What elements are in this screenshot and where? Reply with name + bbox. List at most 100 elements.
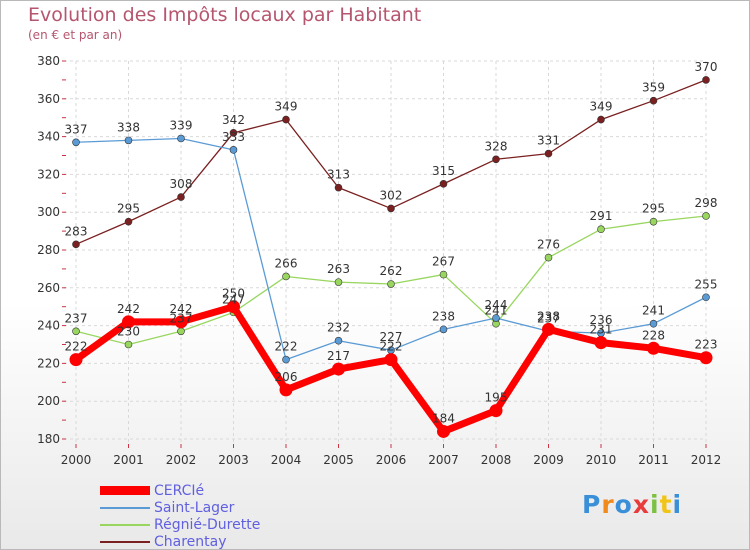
data-label: 333 xyxy=(222,130,245,144)
data-label: 230 xyxy=(117,325,140,339)
data-point xyxy=(492,314,500,322)
data-point xyxy=(439,270,448,279)
data-label: 206 xyxy=(275,370,298,384)
legend-swatch xyxy=(100,506,150,509)
legend-label: Saint-Lager xyxy=(154,499,235,516)
data-point xyxy=(702,76,710,84)
data-point xyxy=(597,115,605,124)
data-point xyxy=(122,315,135,329)
legend-item: CERCIé xyxy=(100,482,260,499)
chart-title: Evolution des Impôts locaux par Habitant xyxy=(28,4,422,26)
logo-letter: t xyxy=(659,490,673,519)
data-point xyxy=(702,212,710,220)
data-label: 315 xyxy=(432,164,455,178)
data-label: 266 xyxy=(275,256,298,270)
data-label: 222 xyxy=(380,340,403,354)
data-label: 262 xyxy=(380,264,403,278)
x-tick-label: 2011 xyxy=(638,453,669,467)
data-label: 231 xyxy=(590,323,613,337)
data-label: 217 xyxy=(327,349,350,363)
data-label: 244 xyxy=(485,298,508,312)
data-label: 342 xyxy=(222,113,245,127)
legend-swatch xyxy=(100,523,150,526)
data-label: 302 xyxy=(380,188,403,202)
data-label: 263 xyxy=(327,262,350,276)
logo-letter: r xyxy=(601,490,615,519)
legend-swatch xyxy=(100,540,150,543)
data-point xyxy=(649,217,658,226)
data-point xyxy=(702,293,710,302)
data-point xyxy=(647,341,660,355)
data-point xyxy=(124,217,133,226)
data-label: 228 xyxy=(642,328,665,342)
data-label: 242 xyxy=(117,302,140,316)
data-label: 241 xyxy=(642,304,665,318)
x-tick-label: 2002 xyxy=(166,453,197,467)
data-label: 283 xyxy=(65,224,88,238)
data-label: 237 xyxy=(170,311,193,325)
y-tick-label: 220 xyxy=(37,356,60,370)
legend-label: Régnié-Durette xyxy=(154,516,261,533)
x-tick-label: 2005 xyxy=(323,453,354,467)
data-label: 349 xyxy=(275,100,298,114)
data-point xyxy=(489,404,503,418)
y-tick-label: 380 xyxy=(37,54,60,68)
x-tick-label: 2010 xyxy=(586,453,617,467)
data-point xyxy=(544,253,553,262)
data-point xyxy=(72,138,80,147)
x-tick-label: 2006 xyxy=(376,453,407,467)
data-point xyxy=(229,129,238,137)
legend-item: Régnié-Durette xyxy=(100,516,260,533)
data-label: 222 xyxy=(65,340,88,354)
data-label: 241 xyxy=(485,304,508,318)
data-point xyxy=(492,155,500,164)
data-label: 237 xyxy=(537,311,560,325)
data-point xyxy=(174,315,188,329)
data-point xyxy=(544,149,553,158)
data-label: 298 xyxy=(695,196,718,210)
data-point xyxy=(332,362,345,376)
data-label: 232 xyxy=(327,321,350,335)
data-point xyxy=(177,134,185,143)
logo-letter: x xyxy=(632,490,650,519)
data-label: 222 xyxy=(275,340,298,354)
data-label: 313 xyxy=(327,168,350,182)
data-point xyxy=(279,383,293,397)
logo-letter: i xyxy=(650,490,660,519)
data-point xyxy=(177,327,185,336)
data-point xyxy=(227,300,240,314)
logo-letter: o xyxy=(614,490,633,519)
legend-label: Charentay xyxy=(154,533,227,550)
data-label: 337 xyxy=(65,122,88,136)
data-point xyxy=(177,193,185,201)
y-tick-label: 200 xyxy=(37,394,60,408)
y-tick-label: 300 xyxy=(37,205,60,219)
y-tick-label: 260 xyxy=(37,281,60,295)
data-label: 349 xyxy=(590,100,613,114)
legend-label: CERCIé xyxy=(154,482,205,499)
y-tick-label: 240 xyxy=(37,319,60,333)
data-point xyxy=(124,340,133,349)
data-point xyxy=(649,319,658,328)
data-label: 247 xyxy=(222,292,245,306)
data-label: 370 xyxy=(695,60,718,74)
x-tick-label: 2000 xyxy=(61,453,92,467)
x-tick-label: 2001 xyxy=(113,453,144,467)
data-label: 184 xyxy=(432,411,455,425)
data-label: 338 xyxy=(117,120,140,134)
data-label: 328 xyxy=(485,139,508,153)
data-label: 359 xyxy=(642,81,665,95)
series-lines xyxy=(69,76,713,438)
x-tick-label: 2004 xyxy=(271,453,302,467)
data-label: 238 xyxy=(537,309,560,323)
data-label: 227 xyxy=(380,330,403,344)
y-tick-label: 320 xyxy=(37,167,60,181)
data-point xyxy=(542,322,555,336)
data-label: 276 xyxy=(537,238,560,252)
data-label: 331 xyxy=(537,134,560,148)
legend-item: Saint-Lager xyxy=(100,499,260,516)
data-label: 255 xyxy=(695,277,718,291)
logo-letter: i xyxy=(672,490,683,519)
data-label: 250 xyxy=(222,287,245,301)
